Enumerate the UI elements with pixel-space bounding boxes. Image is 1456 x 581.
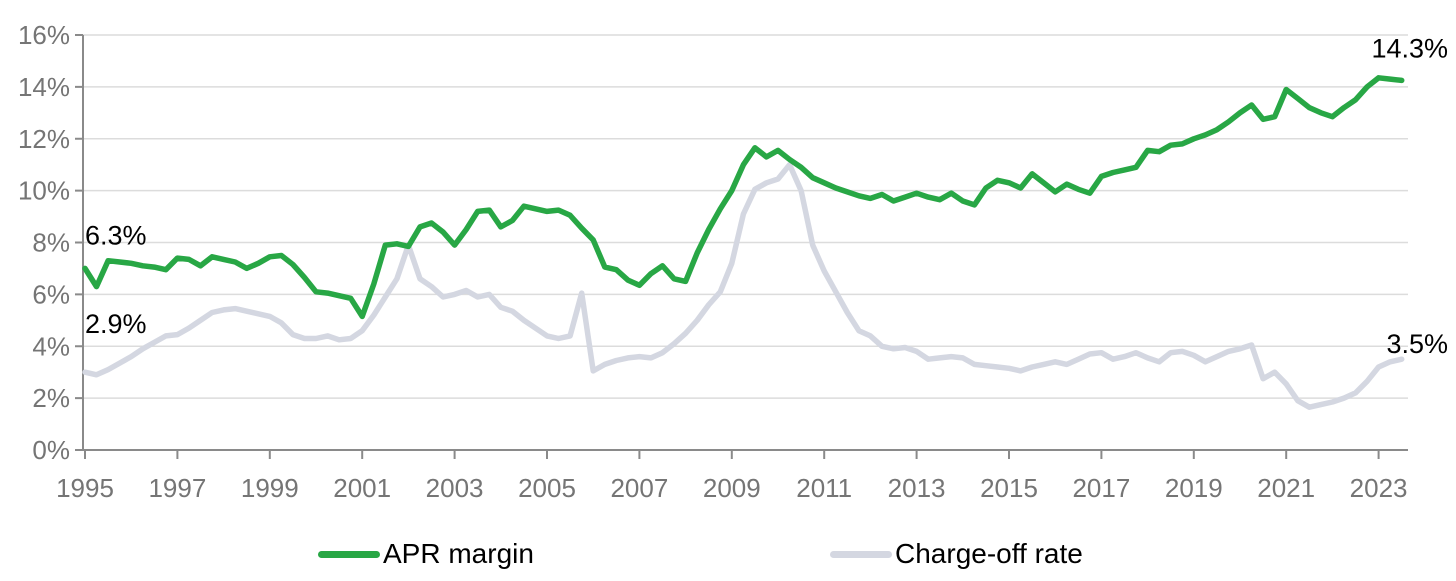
- y-axis-label: 2%: [32, 383, 70, 413]
- charge-off-rate-swatch: [830, 550, 892, 558]
- legend-item-apr-margin: APR margin: [318, 536, 534, 572]
- x-axis-label: 1997: [148, 473, 206, 503]
- apr-margin-legend-label: APR margin: [383, 538, 534, 569]
- x-axis-label: 1995: [56, 473, 114, 503]
- apr-margin-start-label: 6.3%: [85, 221, 147, 251]
- x-axis-label: 2017: [1072, 473, 1130, 503]
- charge-off-end-label: 3.5%: [1386, 329, 1448, 359]
- x-axis-label: 2005: [518, 473, 576, 503]
- x-axis-label: 2019: [1165, 473, 1223, 503]
- x-axis-label: 2007: [610, 473, 668, 503]
- apr-margin-swatch: [318, 550, 380, 558]
- y-axis-label: 0%: [32, 435, 70, 465]
- apr-margin-line: [82, 75, 1405, 320]
- y-axis-label: 4%: [32, 331, 70, 361]
- charge-off-rate-legend-label: Charge-off rate: [895, 538, 1083, 569]
- x-axis-label: 2015: [980, 473, 1038, 503]
- y-axis-label: 12%: [18, 124, 70, 154]
- y-axis-label: 10%: [18, 176, 70, 206]
- charge-off-start-label: 2.9%: [85, 309, 147, 339]
- y-axis-label: 6%: [32, 279, 70, 309]
- x-axis-label: 2023: [1350, 473, 1408, 503]
- charge-off-rate-line: [82, 161, 1405, 410]
- x-axis-label: 2001: [333, 473, 391, 503]
- x-axis-label: 2013: [888, 473, 946, 503]
- apr-margin-end-label: 14.3%: [1371, 33, 1448, 63]
- x-axis-label: 2009: [703, 473, 761, 503]
- x-axis-label: 2021: [1257, 473, 1315, 503]
- y-axis-label: 14%: [18, 72, 70, 102]
- chart-legend: APR margin Charge-off rate: [0, 536, 1456, 572]
- x-axis-label: 2011: [796, 473, 852, 503]
- x-axis-label: 1999: [241, 473, 299, 503]
- y-axis-label: 16%: [18, 20, 70, 50]
- y-axis-label: 8%: [32, 228, 70, 258]
- x-axis-label: 2003: [426, 473, 484, 503]
- legend-item-charge-off-rate: Charge-off rate: [830, 536, 1083, 572]
